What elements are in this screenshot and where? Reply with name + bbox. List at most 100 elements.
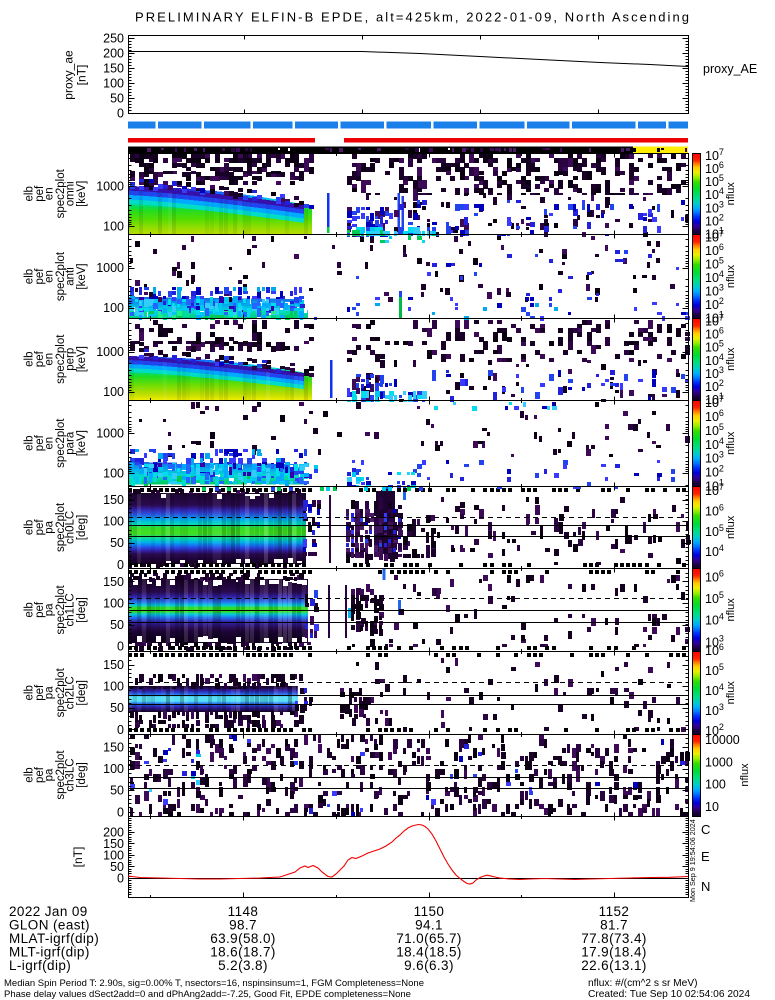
svg-text:pef: pef: [34, 185, 46, 202]
svg-text:anti: anti: [65, 267, 77, 286]
svg-text:elb: elb: [24, 269, 36, 284]
svg-text:spec2plot: spec2plot: [55, 750, 67, 800]
svg-text:[nT]: [nT]: [75, 65, 89, 86]
svg-text:10000: 10000: [705, 733, 740, 747]
svg-text:150: 150: [103, 62, 124, 76]
svg-text:ch0LC: ch0LC: [65, 511, 77, 544]
svg-text:pa: pa: [44, 686, 56, 699]
svg-text:9.6(6.3): 9.6(6.3): [404, 958, 454, 973]
svg-text:spec2plot: spec2plot: [55, 251, 67, 301]
svg-text:[keV]: [keV]: [76, 263, 88, 289]
svg-text:MLAT-igrf(dip): MLAT-igrf(dip): [9, 931, 99, 946]
svg-text:50: 50: [110, 701, 124, 715]
svg-text:0: 0: [117, 558, 124, 572]
svg-text:[deg]: [deg]: [76, 762, 88, 788]
svg-text:nflux: nflux: [725, 264, 737, 288]
svg-text:perp: perp: [65, 348, 77, 371]
svg-text:1152: 1152: [599, 904, 630, 919]
svg-text:71.0(65.7): 71.0(65.7): [396, 931, 462, 946]
svg-text:nflux: nflux: [725, 681, 737, 705]
svg-text:spec2plot: spec2plot: [55, 667, 67, 717]
svg-text:en: en: [44, 270, 56, 283]
svg-text:81.7: 81.7: [600, 918, 628, 933]
svg-text:MLT-igrf(dip): MLT-igrf(dip): [9, 945, 90, 960]
svg-text:0: 0: [117, 871, 124, 885]
svg-text:100: 100: [103, 762, 124, 776]
svg-text:100: 100: [103, 77, 124, 91]
svg-text:10: 10: [705, 800, 719, 814]
svg-text:100: 100: [103, 848, 124, 862]
svg-text:1000: 1000: [96, 345, 124, 359]
svg-text:100: 100: [103, 515, 124, 529]
svg-text:250: 250: [103, 32, 124, 46]
svg-text:nflux: nflux: [725, 515, 737, 539]
svg-text:17.9(18.4): 17.9(18.4): [581, 945, 647, 960]
svg-text:1000: 1000: [96, 180, 124, 194]
svg-text:Created: Tue Sep 10 02:54:06 2: Created: Tue Sep 10 02:54:06 2024: [588, 989, 750, 1000]
svg-text:0: 0: [117, 640, 124, 654]
svg-text:94.1: 94.1: [415, 918, 443, 933]
svg-text:100: 100: [103, 220, 124, 234]
svg-text:elb: elb: [24, 520, 36, 535]
svg-text:[deg]: [deg]: [76, 515, 88, 541]
svg-text:pef: pef: [34, 684, 46, 701]
svg-text:nflux: nflux: [725, 182, 737, 206]
svg-text:nflux: nflux: [725, 347, 737, 371]
svg-text:pef: pef: [34, 350, 46, 367]
svg-text:100: 100: [705, 778, 726, 792]
svg-text:elb: elb: [24, 767, 36, 782]
svg-text:200: 200: [103, 825, 124, 839]
svg-text:150: 150: [103, 837, 124, 851]
svg-text:22.6(13.1): 22.6(13.1): [581, 958, 647, 973]
svg-text:100: 100: [103, 301, 124, 315]
svg-text:[deg]: [deg]: [76, 597, 88, 623]
svg-text:50: 50: [110, 618, 124, 632]
svg-text:50: 50: [110, 784, 124, 798]
svg-text:1000: 1000: [96, 427, 124, 441]
svg-text:150: 150: [103, 658, 124, 672]
svg-text:150: 150: [103, 741, 124, 755]
svg-text:pef: pef: [34, 766, 46, 783]
svg-text:spec2plot: spec2plot: [55, 502, 67, 552]
svg-text:2022 Jan 09: 2022 Jan 09: [9, 904, 88, 919]
svg-text:150: 150: [103, 575, 124, 589]
svg-text:[nT]: [nT]: [71, 847, 85, 868]
svg-text:1148: 1148: [228, 904, 259, 919]
svg-text:nflux: nflux: [725, 598, 737, 622]
svg-text:pef: pef: [34, 434, 46, 451]
svg-text:spec2plot: spec2plot: [55, 334, 67, 384]
svg-text:proxy_AE: proxy_AE: [703, 62, 757, 76]
svg-text:[keV]: [keV]: [76, 346, 88, 372]
svg-text:para: para: [65, 431, 77, 455]
svg-text:E: E: [701, 849, 710, 864]
svg-text:[deg]: [deg]: [76, 680, 88, 706]
svg-text:Mon Sep 9 19:54:06 2024: Mon Sep 9 19:54:06 2024: [688, 819, 697, 902]
svg-text:1000: 1000: [705, 755, 733, 769]
svg-text:50: 50: [110, 536, 124, 550]
svg-text:50: 50: [110, 860, 124, 874]
svg-text:0: 0: [117, 107, 124, 121]
svg-text:100: 100: [103, 680, 124, 694]
svg-text:proxy_ae: proxy_ae: [62, 50, 76, 100]
svg-text:en: en: [44, 187, 56, 200]
svg-text:elb: elb: [24, 352, 36, 367]
svg-text:77.8(73.4): 77.8(73.4): [581, 931, 647, 946]
svg-text:en: en: [44, 353, 56, 366]
svg-text:elb: elb: [24, 186, 36, 201]
svg-text:ch2LC: ch2LC: [65, 676, 77, 709]
svg-text:L-igrf(dip): L-igrf(dip): [9, 958, 71, 973]
svg-text:nflux: nflux: [739, 763, 751, 787]
svg-text:C: C: [701, 822, 710, 837]
svg-text:1000: 1000: [96, 261, 124, 275]
svg-text:Phase delay values dSect2add=0: Phase delay values dSect2add=0 and dPhAn…: [4, 989, 411, 1000]
svg-text:0: 0: [117, 805, 124, 819]
svg-text:[keV]: [keV]: [76, 181, 88, 207]
svg-text:50: 50: [110, 92, 124, 106]
svg-text:pa: pa: [44, 603, 56, 616]
svg-text:elb: elb: [24, 602, 36, 617]
svg-text:omni: omni: [65, 181, 77, 206]
svg-text:pa: pa: [44, 520, 56, 533]
svg-text:100: 100: [103, 467, 124, 481]
svg-text:1150: 1150: [414, 904, 445, 919]
svg-text:100: 100: [103, 385, 124, 399]
